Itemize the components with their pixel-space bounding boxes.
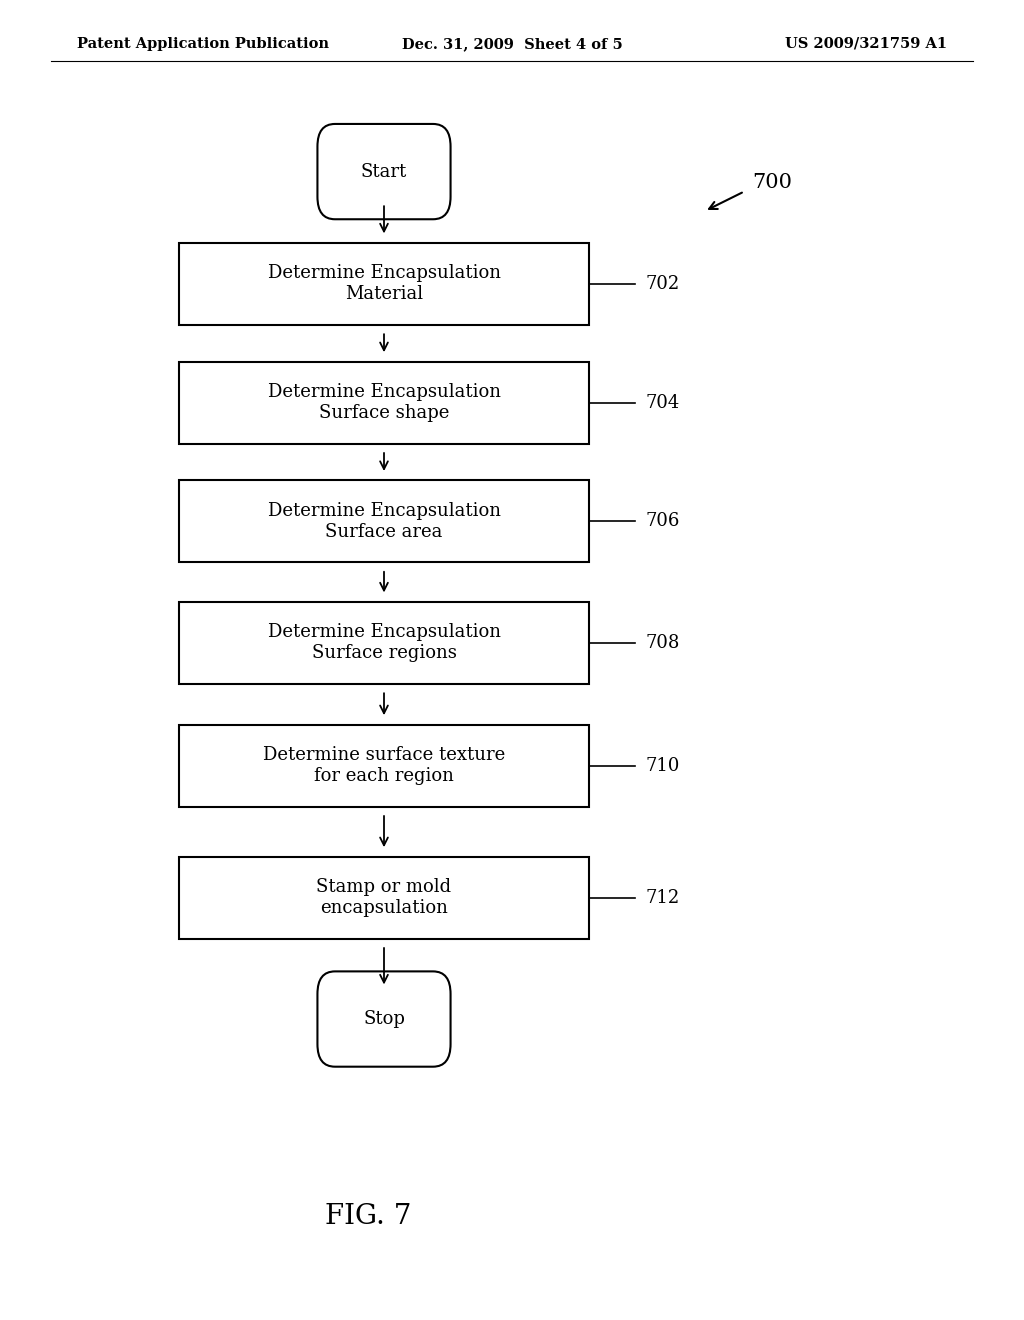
Text: 712: 712 xyxy=(645,888,679,907)
Text: Dec. 31, 2009  Sheet 4 of 5: Dec. 31, 2009 Sheet 4 of 5 xyxy=(401,37,623,51)
Text: 704: 704 xyxy=(645,393,679,412)
Text: 706: 706 xyxy=(645,512,680,531)
Text: Start: Start xyxy=(360,162,408,181)
Text: Stop: Stop xyxy=(364,1010,404,1028)
Bar xyxy=(179,480,589,562)
Bar xyxy=(179,243,589,325)
Bar xyxy=(179,725,589,807)
Text: 700: 700 xyxy=(753,173,793,191)
Text: US 2009/321759 A1: US 2009/321759 A1 xyxy=(785,37,947,51)
FancyBboxPatch shape xyxy=(317,124,451,219)
Text: Determine surface texture
for each region: Determine surface texture for each regio… xyxy=(263,746,505,785)
Text: 710: 710 xyxy=(645,756,680,775)
Text: Determine Encapsulation
Surface area: Determine Encapsulation Surface area xyxy=(267,502,501,541)
Bar xyxy=(179,362,589,444)
Text: Patent Application Publication: Patent Application Publication xyxy=(77,37,329,51)
Text: 702: 702 xyxy=(645,275,679,293)
Text: 708: 708 xyxy=(645,634,680,652)
Bar xyxy=(179,602,589,684)
Text: Determine Encapsulation
Surface shape: Determine Encapsulation Surface shape xyxy=(267,383,501,422)
Text: Determine Encapsulation
Material: Determine Encapsulation Material xyxy=(267,264,501,304)
Text: FIG. 7: FIG. 7 xyxy=(326,1204,412,1230)
Text: Determine Encapsulation
Surface regions: Determine Encapsulation Surface regions xyxy=(267,623,501,663)
Text: Stamp or mold
encapsulation: Stamp or mold encapsulation xyxy=(316,878,452,917)
Bar xyxy=(179,857,589,939)
FancyBboxPatch shape xyxy=(317,972,451,1067)
